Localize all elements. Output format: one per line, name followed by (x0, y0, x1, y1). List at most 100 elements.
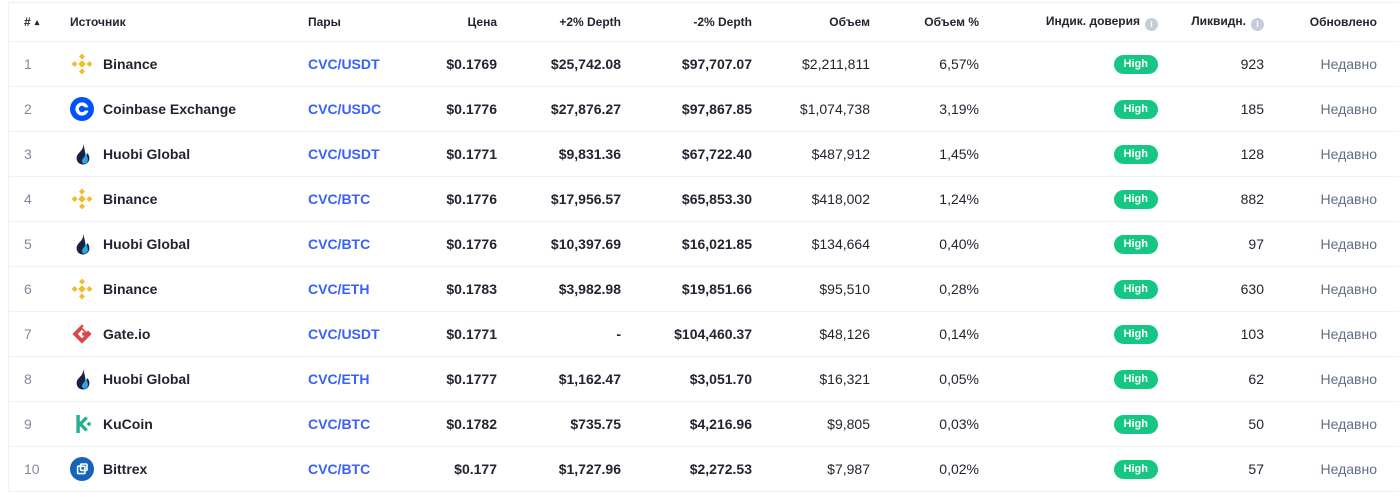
cell-depth-plus: $3,982.98 (558, 281, 621, 297)
cell-exchange[interactable]: Binance (60, 187, 298, 211)
cell-volume: $2,211,811 (802, 56, 870, 72)
cell-updated: Недавно (1320, 281, 1378, 297)
cell-pair-link[interactable]: CVC/BTC (308, 236, 371, 252)
cell-exchange[interactable]: Bittrex (60, 457, 298, 481)
confidence-badge: High (1113, 280, 1158, 299)
confidence-badge: High (1113, 415, 1158, 434)
cell-depth-minus: $97,707.07 (681, 56, 752, 72)
exchange-name[interactable]: Binance (103, 191, 158, 207)
exchange-name[interactable]: Gate.io (103, 326, 151, 342)
cell-confidence: High (989, 324, 1164, 344)
cell-volume-pct: 6,57% (939, 56, 979, 72)
cell-rank: 5 (24, 236, 32, 252)
cell-exchange[interactable]: Huobi Global (60, 232, 298, 256)
cell-liquidity: 185 (1240, 101, 1264, 117)
column-header-liquidity[interactable]: Ликвидн. i (1164, 14, 1270, 31)
column-label: +2% Depth (559, 15, 621, 29)
cell-price: $0.1777 (446, 371, 497, 387)
exchange-name[interactable]: Binance (103, 281, 158, 297)
column-header-price[interactable]: Цена (410, 15, 507, 29)
market-row: 1 Binance CVC/USDT $0.1769 $25,742.08 $97,707… (9, 42, 1399, 87)
exchange-name[interactable]: Huobi Global (103, 371, 191, 387)
cell-rank: 10 (24, 461, 40, 477)
exchange-name[interactable]: Huobi Global (103, 236, 191, 252)
cell-updated: Недавно (1320, 191, 1378, 207)
column-header-updated[interactable]: Обновлено (1270, 15, 1400, 29)
cell-pair-link[interactable]: CVC/ETH (308, 371, 370, 387)
exchange-name[interactable]: Huobi Global (103, 146, 191, 162)
cell-volume: $95,510 (819, 281, 870, 297)
cell-depth-plus: $10,397.69 (550, 236, 621, 252)
cell-pair-link[interactable]: CVC/USDT (308, 326, 380, 342)
cell-updated: Недавно (1320, 146, 1378, 162)
column-header-confidence[interactable]: Индик. доверия i (989, 14, 1164, 31)
column-header-pairs[interactable]: Пары (298, 15, 410, 29)
binance-logo-icon (70, 52, 94, 76)
huobi-logo-icon (70, 142, 94, 166)
info-icon[interactable]: i (1145, 17, 1158, 31)
info-icon[interactable]: i (1251, 17, 1264, 31)
market-row: 2 Coinbase Exchange CVC/USDC $0.1776 $27,876… (9, 87, 1399, 132)
kucoin-logo-icon (70, 412, 94, 436)
column-label: Индик. доверия (1045, 13, 1140, 28)
cell-exchange[interactable]: Binance (60, 277, 298, 301)
cell-price: $0.1776 (446, 236, 497, 252)
exchange-name[interactable]: Coinbase Exchange (103, 101, 237, 117)
cell-liquidity: 923 (1240, 56, 1264, 72)
exchange-name[interactable]: KuCoin (103, 416, 153, 432)
column-header-source[interactable]: Источник (60, 15, 298, 29)
cell-volume-pct: 0,40% (939, 236, 979, 252)
cell-volume-pct: 0,02% (939, 461, 979, 477)
table-header-row: # ▴ Источник Пары Цена +2% Depth -2% Depth Объе… (9, 3, 1399, 42)
exchange-name[interactable]: Bittrex (103, 461, 148, 477)
cell-pair-link[interactable]: CVC/USDT (308, 146, 380, 162)
cell-liquidity: 630 (1240, 281, 1264, 297)
cell-confidence: High (989, 189, 1164, 209)
cell-pair-link[interactable]: CVC/USDC (308, 101, 382, 117)
cell-price: $0.1776 (446, 191, 497, 207)
cell-liquidity: 128 (1240, 146, 1264, 162)
market-row: 9 KuCoin CVC/BTC $0.1782 $735.75 $4,216.96 $9,… (9, 402, 1399, 447)
market-row: 8 Huobi Global CVC/ETH $0.1777 $1,162.47 $3,0… (9, 357, 1399, 402)
cell-rank: 9 (24, 416, 32, 432)
cell-exchange[interactable]: Binance (60, 52, 298, 76)
cell-liquidity: 50 (1248, 416, 1264, 432)
exchange-name[interactable]: Binance (103, 56, 158, 72)
cell-pair-link[interactable]: CVC/BTC (308, 416, 371, 432)
cell-price: $0.1776 (446, 101, 497, 117)
cell-depth-minus: $97,867.85 (681, 101, 752, 117)
column-header-volume-pct[interactable]: Объем % (880, 15, 989, 29)
cell-pair-link[interactable]: CVC/USDT (308, 56, 380, 72)
column-header-rank[interactable]: # ▴ (9, 15, 60, 29)
cell-rank: 4 (24, 191, 32, 207)
column-header-volume[interactable]: Объем (762, 15, 880, 29)
cell-volume-pct: 3,19% (939, 101, 979, 117)
cell-updated: Недавно (1320, 236, 1378, 252)
cell-confidence: High (989, 459, 1164, 479)
cell-exchange[interactable]: Huobi Global (60, 142, 298, 166)
cell-pair-link[interactable]: CVC/ETH (308, 281, 370, 297)
cell-exchange[interactable]: Coinbase Exchange (60, 97, 298, 121)
cell-depth-minus: $3,051.70 (689, 371, 752, 387)
cell-pair-link[interactable]: CVC/BTC (308, 191, 371, 207)
cell-exchange[interactable]: Gate.io (60, 322, 298, 346)
markets-table: # ▴ Источник Пары Цена +2% Depth -2% Depth Объе… (8, 2, 1399, 492)
cell-rank: 7 (24, 326, 32, 342)
cell-exchange[interactable]: KuCoin (60, 412, 298, 436)
cell-depth-plus: $1,162.47 (558, 371, 621, 387)
cell-depth-plus: - (616, 326, 621, 342)
cell-confidence: High (989, 414, 1164, 434)
cell-volume: $134,664 (811, 236, 870, 252)
cell-exchange[interactable]: Huobi Global (60, 367, 298, 391)
confidence-badge: High (1113, 145, 1158, 164)
column-header-minus2-depth[interactable]: -2% Depth (631, 15, 762, 29)
cell-pair-link[interactable]: CVC/BTC (308, 461, 371, 477)
column-header-plus2-depth[interactable]: +2% Depth (507, 15, 631, 29)
cell-price: $0.1769 (446, 56, 497, 72)
cell-volume: $487,912 (811, 146, 870, 162)
cell-depth-minus: $67,722.40 (681, 146, 752, 162)
confidence-badge: High (1113, 325, 1158, 344)
cell-updated: Недавно (1320, 56, 1378, 72)
cell-confidence: High (989, 99, 1164, 119)
cell-depth-minus: $4,216.96 (689, 416, 752, 432)
